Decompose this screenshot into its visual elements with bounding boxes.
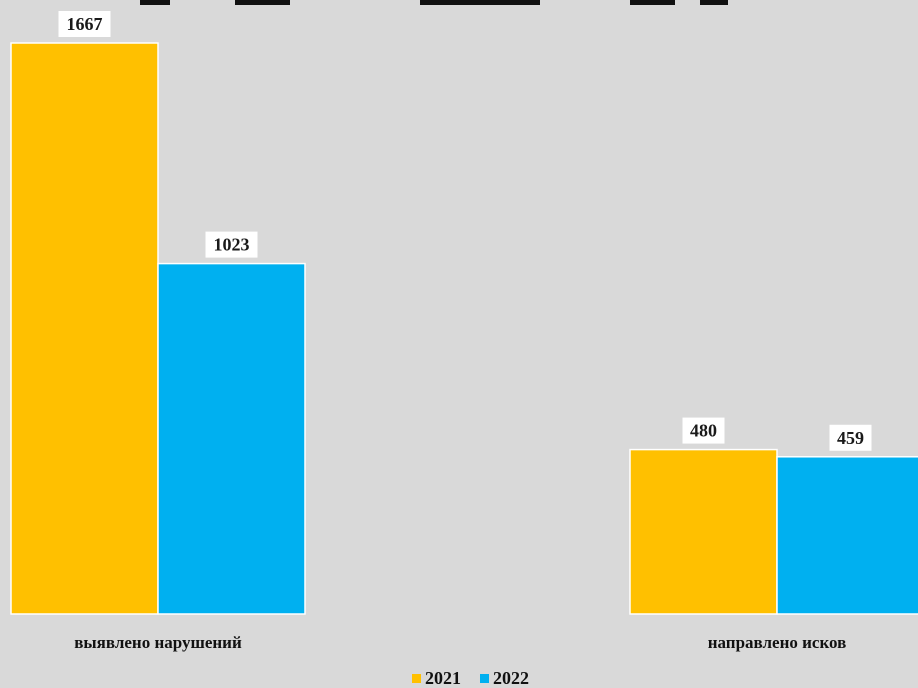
data-label-box-2021-2 <box>682 417 725 444</box>
category-labels-group: выявлено нарушений направлено исков <box>74 633 846 652</box>
bar-2022-1 <box>157 262 306 615</box>
legend-label-2022: 2022 <box>493 668 529 688</box>
bar-2021-1 <box>10 42 159 615</box>
data-label-2022-2: 459 <box>837 428 864 448</box>
bars-group <box>10 42 918 615</box>
category-label-2: направлено исков <box>708 633 847 652</box>
data-label-2021-1: 1667 <box>67 14 103 34</box>
legend-label-2021: 2021 <box>425 668 461 688</box>
category-label-1: выявлено нарушений <box>74 633 242 652</box>
legend-swatch-2022 <box>480 674 489 683</box>
data-label-box-2022-2 <box>829 424 872 451</box>
data-label-box-2022-1 <box>205 231 258 258</box>
data-label-2022-1: 1023 <box>214 235 250 255</box>
legend: 2021 2022 <box>412 668 529 688</box>
bar-2021-2 <box>629 448 778 615</box>
bar-2022-2 <box>776 456 918 615</box>
data-label-box-2021-1 <box>58 11 111 37</box>
legend-swatch-2021 <box>412 674 421 683</box>
data-label-2021-2: 480 <box>690 421 717 441</box>
title-fragment <box>140 0 728 5</box>
data-labels-group: 1667 1023 480 459 <box>58 11 872 451</box>
